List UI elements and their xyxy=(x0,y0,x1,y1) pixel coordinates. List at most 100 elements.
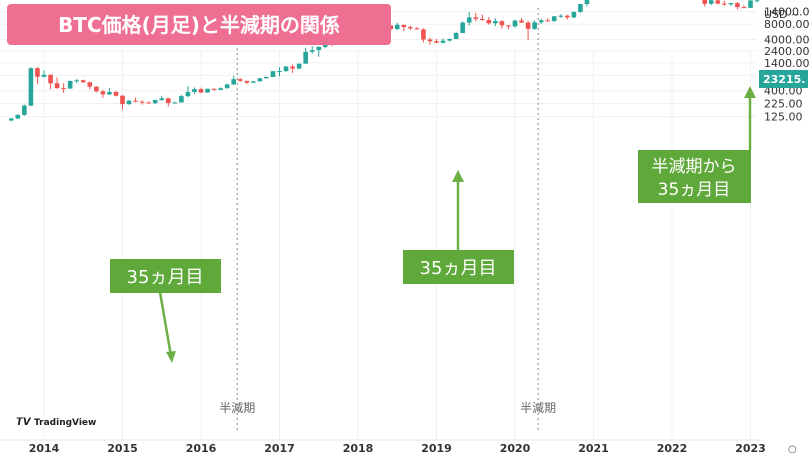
candle-body xyxy=(107,92,112,95)
callout-arrowhead-2 xyxy=(452,170,464,182)
candle-body xyxy=(74,80,80,82)
candle xyxy=(224,83,230,89)
candle-body xyxy=(283,66,289,72)
y-tick-label: 2400.00 xyxy=(764,45,810,58)
y-tick-label: 8000.00 xyxy=(764,18,810,31)
candle xyxy=(67,80,73,89)
tradingview-logo: 𝙏𝙑 TradingView xyxy=(16,417,96,428)
candle xyxy=(401,24,407,31)
x-tick-label: 2016 xyxy=(186,442,217,455)
candle-body xyxy=(506,25,511,27)
candle-body xyxy=(473,17,479,19)
candle xyxy=(100,89,106,98)
candle xyxy=(296,63,302,69)
candle-body xyxy=(519,20,524,23)
title-banner xyxy=(7,4,391,45)
candle-body xyxy=(401,24,407,28)
candle-body xyxy=(414,28,420,30)
candle xyxy=(283,66,289,72)
candle-body xyxy=(120,95,125,105)
candle-body xyxy=(447,38,452,41)
candle xyxy=(198,87,204,94)
x-tick-label: 2019 xyxy=(421,442,452,455)
candle xyxy=(584,0,590,7)
candle xyxy=(48,74,53,90)
candle-body xyxy=(237,79,243,81)
callout-text-3a: 半減期から xyxy=(652,157,737,177)
candle xyxy=(28,67,34,107)
candle xyxy=(316,46,322,57)
candle-body xyxy=(584,0,590,5)
candle xyxy=(120,95,125,110)
candle-body xyxy=(22,105,27,115)
candle-body xyxy=(499,21,505,26)
candle xyxy=(578,3,583,13)
candle xyxy=(126,99,132,106)
x-tick-label: 2020 xyxy=(500,442,531,455)
candle xyxy=(165,97,171,107)
candle-body xyxy=(270,71,276,77)
candle-body xyxy=(565,15,570,18)
candle xyxy=(41,70,47,78)
callout-arrow-1 xyxy=(158,291,173,357)
candle xyxy=(538,18,544,24)
candle xyxy=(277,67,282,77)
candle xyxy=(211,88,217,91)
candle-body xyxy=(192,89,197,93)
candle xyxy=(473,12,479,22)
candle-body xyxy=(702,0,708,4)
candle xyxy=(15,114,21,120)
candle-body xyxy=(735,3,740,8)
callout-box-2: 35ヵ月目 xyxy=(403,250,514,284)
candle xyxy=(532,20,537,30)
candle xyxy=(545,18,551,22)
currency-menu-icon[interactable]: ~ xyxy=(791,10,799,21)
candle xyxy=(486,17,492,25)
candle xyxy=(152,99,158,105)
settings-icon[interactable]: ○ xyxy=(788,444,797,455)
candle xyxy=(702,0,708,7)
page-title: BTC価格(月足)と半減期の関係 xyxy=(58,13,340,37)
candle-body xyxy=(139,101,145,103)
candle xyxy=(493,18,498,27)
candle-body xyxy=(545,20,551,22)
candle xyxy=(466,11,472,26)
candle-body xyxy=(532,22,537,29)
candle xyxy=(133,97,138,103)
candle xyxy=(172,101,178,104)
candle xyxy=(290,64,295,73)
x-axis: 2014 2015 2016 2017 2018 2019 2020 2021 2022 2023 xyxy=(29,442,766,455)
candle-body xyxy=(296,63,302,69)
candle xyxy=(244,80,250,85)
candle xyxy=(735,2,740,10)
candle-body xyxy=(48,74,53,84)
y-tick-label: 225.00 xyxy=(764,98,803,111)
x-tick-label: 2015 xyxy=(107,442,138,455)
candle-body xyxy=(80,80,86,83)
candle xyxy=(453,31,459,40)
x-tick-label: 2018 xyxy=(343,442,374,455)
candle-body xyxy=(558,15,564,17)
candle xyxy=(264,76,269,79)
candle xyxy=(113,91,119,97)
last-price-tag: 23215. xyxy=(759,70,808,88)
candle xyxy=(237,78,243,82)
candle-body xyxy=(113,92,119,96)
candle-body xyxy=(179,96,184,103)
candle-body xyxy=(159,98,165,100)
candle xyxy=(525,20,531,41)
candle-body xyxy=(264,76,269,79)
candle-body xyxy=(244,80,250,83)
x-tick-label: 2014 xyxy=(29,442,60,455)
candle-body xyxy=(205,88,210,93)
candle-body xyxy=(408,27,413,29)
x-tick-label: 2023 xyxy=(735,442,766,455)
candle xyxy=(565,14,570,20)
candle xyxy=(80,79,86,83)
y-tick-label: 4000.00 xyxy=(764,33,810,46)
candle xyxy=(270,71,276,78)
candle xyxy=(257,77,263,82)
candle-body xyxy=(754,0,760,2)
candle xyxy=(512,20,518,28)
callout-arrowhead-1 xyxy=(166,351,176,363)
